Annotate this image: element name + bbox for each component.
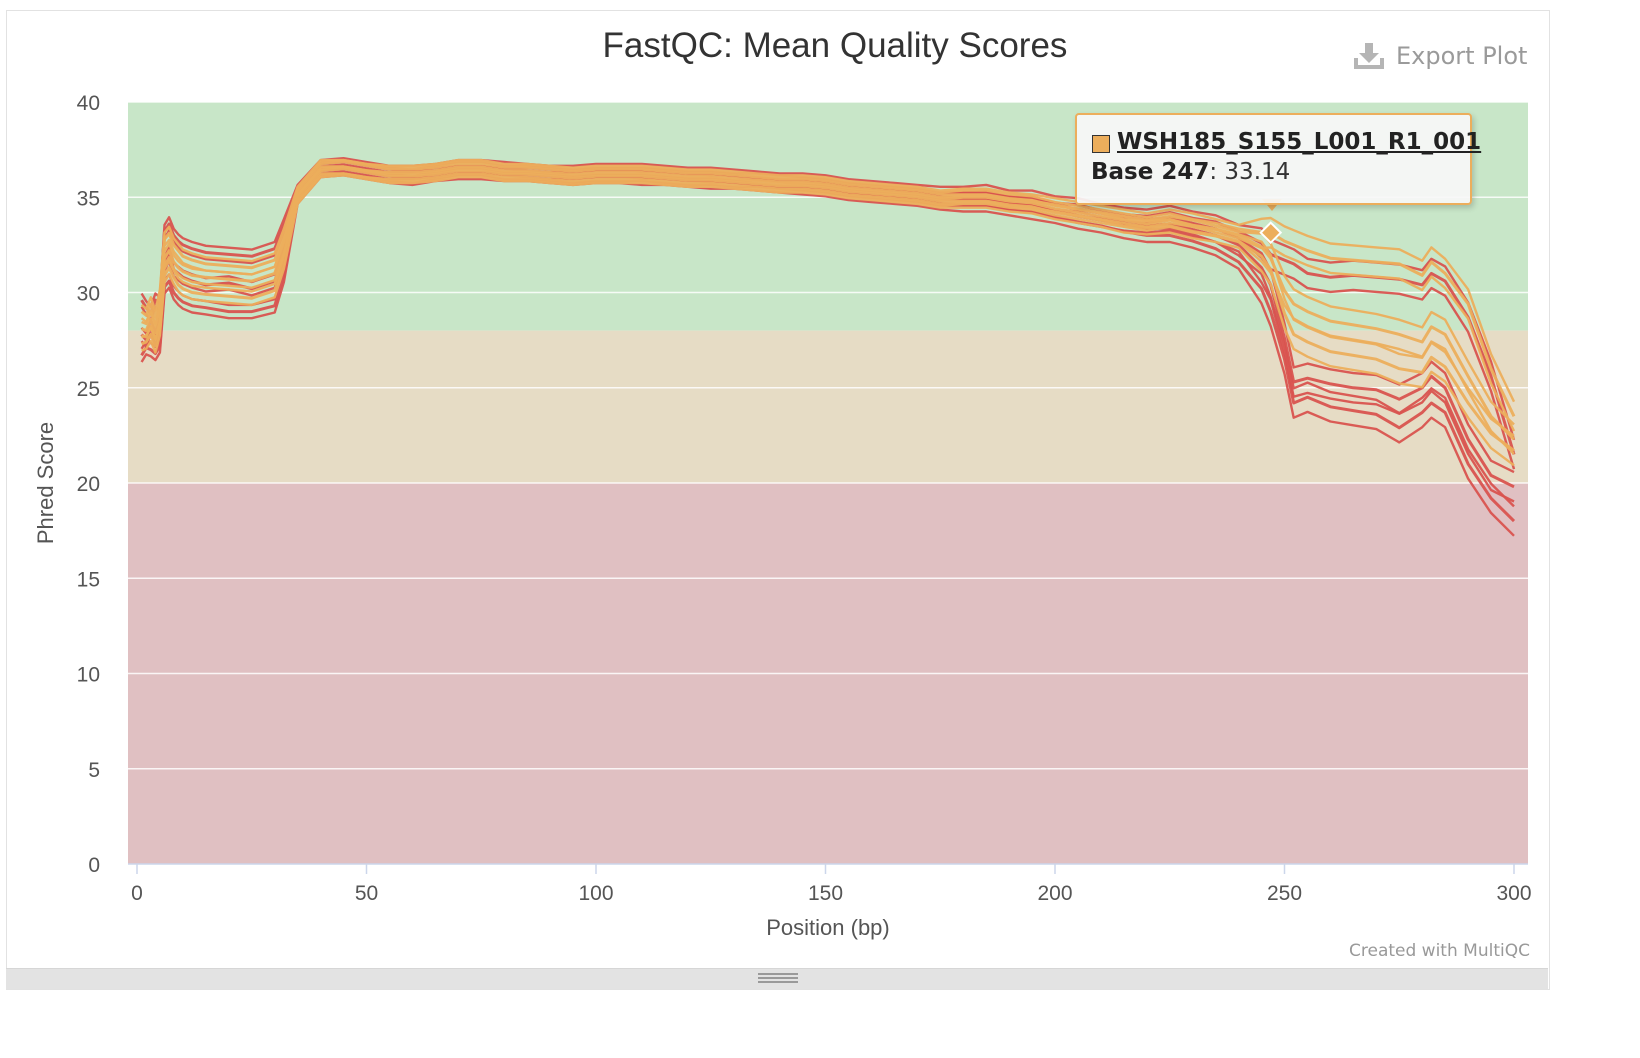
tooltip-sample-name[interactable]: WSH185_S155_L001_R1_001 xyxy=(1117,129,1482,155)
y-tick-label: 0 xyxy=(88,854,100,877)
resize-grip-icon[interactable] xyxy=(758,973,798,983)
series-line xyxy=(140,158,1516,403)
tooltip-base-label: Base 247 xyxy=(1091,159,1210,185)
series-line xyxy=(141,172,1515,455)
tooltip-color-swatch xyxy=(1092,135,1110,153)
y-tick-label: 5 xyxy=(88,759,100,782)
y-tick-label: 35 xyxy=(77,187,100,210)
series-line xyxy=(141,160,1515,437)
x-tick-label: 200 xyxy=(1037,882,1072,905)
x-tick-label: 100 xyxy=(578,882,613,905)
y-tick-label: 40 xyxy=(77,92,100,115)
zone-band xyxy=(128,330,1528,483)
export-plot-label: Export Plot xyxy=(1396,42,1528,70)
hover-point xyxy=(1259,221,1283,245)
x-tick-label: 0 xyxy=(131,882,143,905)
series-line xyxy=(141,167,1515,452)
series-line xyxy=(140,156,1516,441)
tooltip-value: 33.14 xyxy=(1224,159,1291,185)
series-lines xyxy=(140,156,1516,537)
multiqc-credit[interactable]: Created with MultiQC xyxy=(1349,941,1530,961)
download-icon xyxy=(1354,43,1384,69)
quality-chart: 0 5 10 15 20 25 30 35 40 0 50 100 150 200 250 300 FastQ… xyxy=(33,26,1532,940)
series-line xyxy=(141,165,1516,441)
x-tick-label: 250 xyxy=(1267,882,1302,905)
x-tick-label: 300 xyxy=(1496,882,1531,905)
y-axis-label: Phred Score xyxy=(33,422,58,544)
axes: 0 5 10 15 20 25 30 35 40 0 50 100 150 200 250 300 xyxy=(77,92,1532,905)
hover-point-marker xyxy=(1259,221,1283,245)
series-line xyxy=(141,174,1515,467)
y-tick-label: 30 xyxy=(77,283,100,306)
x-axis-label: Position (bp) xyxy=(766,915,890,940)
export-plot-button[interactable]: Export Plot xyxy=(1352,38,1532,74)
x-tick-label: 50 xyxy=(355,882,378,905)
y-tick-label: 10 xyxy=(77,664,100,687)
y-tick-label: 20 xyxy=(77,473,100,496)
chart-title: FastQC: Mean Quality Scores xyxy=(603,26,1068,65)
tooltip-value-line: Base 247: 33.14 xyxy=(1091,159,1291,185)
series-line xyxy=(141,158,1515,426)
y-tick-label: 15 xyxy=(77,568,100,591)
series-tooltip: WSH185_S155_L001_R1_001 Base 247: 33.14 xyxy=(1075,113,1481,205)
x-tick-label: 150 xyxy=(808,882,843,905)
y-tick-label: 25 xyxy=(77,378,100,401)
series-line xyxy=(140,165,1516,417)
